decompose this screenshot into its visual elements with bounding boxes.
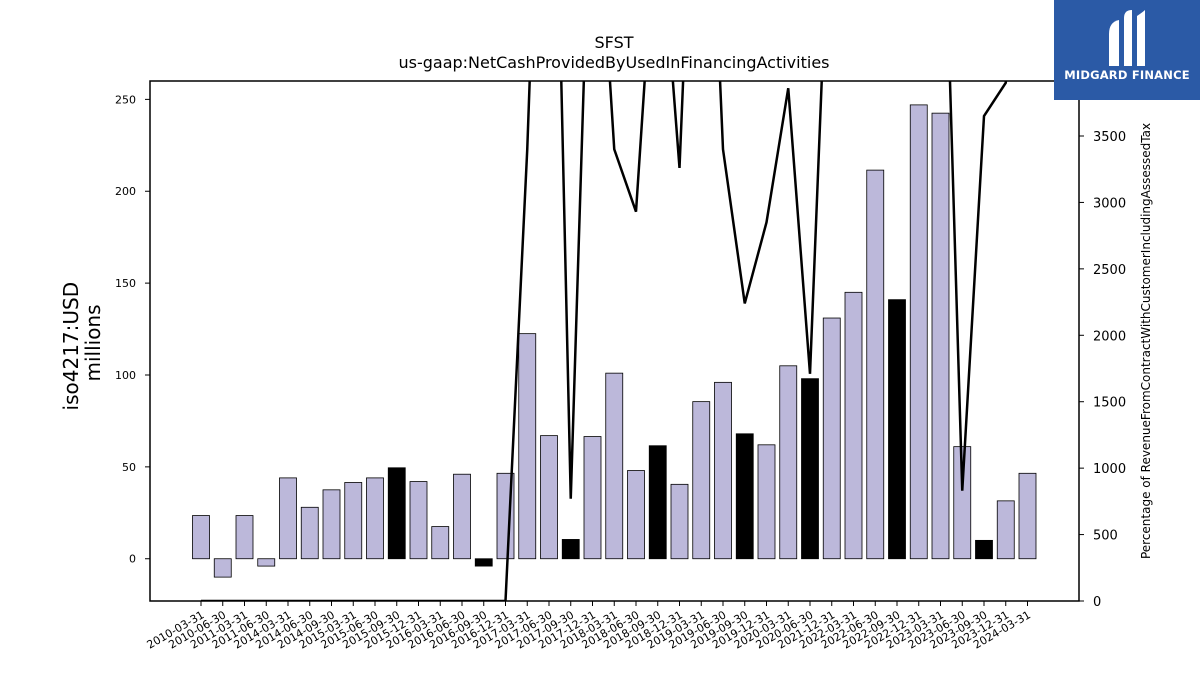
- left-axis-label: iso4217:USD millions: [59, 276, 105, 411]
- brand-name: MIDGARD FINANCE: [1064, 68, 1190, 82]
- bar-2016-09-30: [474, 558, 493, 567]
- bar-2010-06-30: [213, 558, 232, 578]
- bar-2011-03-31: [235, 515, 254, 560]
- line-series: [201, 81, 1008, 601]
- left-tick-label: 150: [115, 277, 136, 290]
- brand-logo: MIDGARD FINANCE: [1054, 0, 1200, 100]
- bar-2018-03-31: [605, 372, 624, 560]
- bar-2015-12-31: [409, 481, 428, 560]
- bar-2018-09-30: [648, 445, 667, 560]
- bar-2018-12-31: [670, 483, 689, 560]
- right-axis-ticks: 0 500 1000 1500 2000 2500 3000 3500: [1079, 130, 1126, 610]
- percentage-line: [201, 81, 1008, 601]
- bar-2022-06-30: [866, 169, 885, 560]
- right-tick-label: 1500: [1093, 396, 1126, 411]
- bar-2023-06-30: [953, 446, 972, 560]
- right-tick-label: 500: [1093, 529, 1118, 544]
- right-tick-label: 3500: [1093, 130, 1126, 145]
- chart-subtitle: us-gaap:NetCashProvidedByUsedInFinancing…: [398, 53, 829, 72]
- right-tick-label: 2500: [1093, 263, 1126, 278]
- bar-2019-06-30: [714, 381, 732, 560]
- right-axis-label: Percentage of RevenueFromContractWithCus…: [1139, 123, 1153, 559]
- bar-series: [192, 104, 1037, 578]
- bar-2017-09-30: [561, 539, 580, 560]
- logo-mark-icon: [1109, 10, 1145, 66]
- bar-2015-06-30: [366, 477, 384, 560]
- bar-2014-03-31: [279, 477, 297, 560]
- bar-2019-03-31: [692, 401, 711, 560]
- bar-2017-03-31: [518, 333, 537, 560]
- bar-2015-09-30: [387, 467, 406, 560]
- bar-2024-03-31: [1018, 472, 1037, 560]
- bar-2023-09-30: [975, 539, 993, 560]
- right-tick-label: 1000: [1093, 462, 1126, 477]
- bar-2019-09-30: [735, 433, 754, 560]
- bar-2014-09-30: [322, 489, 341, 560]
- bar-2018-06-30: [627, 470, 645, 560]
- left-tick-label: 0: [129, 553, 136, 566]
- bar-2022-12-31: [909, 104, 928, 560]
- left-tick-label: 50: [122, 461, 136, 474]
- bar-2010-03-31: [192, 515, 210, 560]
- bar-2020-06-30: [801, 378, 819, 560]
- bar-2023-12-31: [996, 500, 1015, 560]
- left-tick-label: 100: [115, 369, 136, 382]
- right-tick-label: 3000: [1093, 196, 1126, 211]
- left-tick-label: 200: [115, 185, 136, 198]
- bar-2021-12-31: [822, 317, 841, 560]
- bar-2020-03-31: [779, 365, 798, 560]
- right-tick-label: 0: [1093, 595, 1101, 610]
- x-axis-ticks: 2010-03-312010-06-302011-03-312011-06-30…: [145, 601, 1033, 652]
- bar-2017-12-31: [583, 436, 602, 560]
- bar-2022-09-30: [888, 299, 906, 560]
- bar-2016-06-30: [453, 473, 471, 560]
- chart-title: SFST: [594, 33, 633, 52]
- right-tick-label: 2000: [1093, 329, 1126, 344]
- bar-2016-03-31: [431, 526, 450, 560]
- bar-2014-06-30: [300, 506, 319, 560]
- bar-2017-06-30: [540, 435, 558, 560]
- left-tick-label: 250: [115, 93, 136, 106]
- bar-2022-03-31: [844, 291, 863, 560]
- left-axis-ticks: 0 50 100 150 200 250: [115, 93, 150, 566]
- bar-2023-03-31: [931, 112, 950, 560]
- bar-2011-06-30: [257, 558, 276, 567]
- bar-2015-03-31: [344, 482, 363, 560]
- bar-2019-12-31: [757, 444, 776, 560]
